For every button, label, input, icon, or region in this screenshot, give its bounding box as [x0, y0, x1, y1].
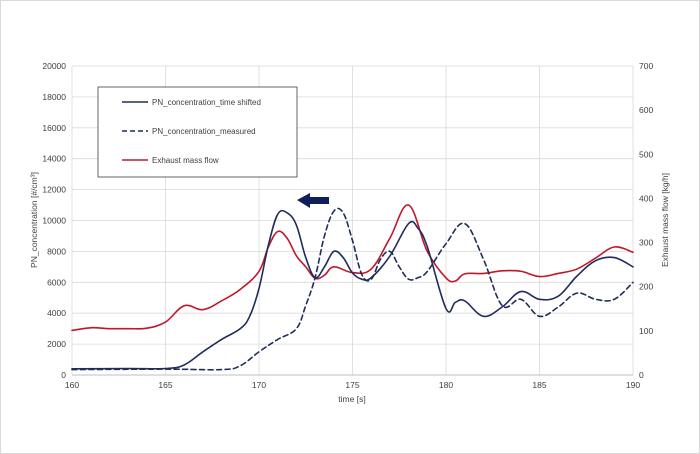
- y-tick-label: 18000: [42, 92, 66, 102]
- y2-tick-label: 500: [639, 149, 653, 159]
- series-line-pn-concentration-measured: [71, 207, 634, 371]
- y-tick-label: 4000: [47, 308, 66, 318]
- legend: PN_concentration_time shifted PN_concent…: [97, 86, 298, 178]
- y2-axis-title: Exhaust mass flow [kg/h]: [660, 173, 670, 267]
- series-line-exhaust-mass-flow: [71, 204, 634, 332]
- y-tick-label: 10000: [42, 216, 66, 226]
- y-tick-label: 6000: [47, 277, 66, 287]
- x-tick-label: 165: [158, 380, 172, 390]
- x-axis-title: time [s]: [338, 394, 365, 404]
- y-tick-label: 20000: [42, 61, 66, 71]
- legend-label-time-shifted: PN_concentration_time shifted: [152, 98, 261, 107]
- legend-label-exhaust: Exhaust mass flow: [152, 156, 219, 165]
- y2-tick-label: 300: [639, 238, 653, 248]
- y-tick-label: 8000: [47, 246, 66, 256]
- y2-tick-label: 400: [639, 193, 653, 203]
- legend-label-measured: PN_concentration_measured: [152, 127, 256, 136]
- y2-tick-label: 0: [639, 370, 644, 380]
- y-axis-right: 0 100 200 300 400 500 600 700: [639, 61, 653, 380]
- y-axis-left: 0 2000 4000 6000 8000 10000 12000 14000 16000 180…: [42, 61, 66, 380]
- x-tick-label: 180: [439, 380, 453, 390]
- x-tick-label: 190: [626, 380, 640, 390]
- x-tick-label: 160: [65, 380, 79, 390]
- x-tick-label: 185: [532, 380, 546, 390]
- y-tick-label: 16000: [42, 123, 66, 133]
- y2-tick-label: 200: [639, 282, 653, 292]
- series-layer: [71, 204, 634, 371]
- y2-tick-label: 600: [639, 105, 653, 115]
- y-tick-label: 2000: [47, 339, 66, 349]
- x-tick-label: 175: [345, 380, 359, 390]
- y-tick-label: 14000: [42, 154, 66, 164]
- y-axis-title: PN_concentration [#/cm³]: [29, 172, 39, 268]
- x-axis: 160 165 170 175 180 185 190: [65, 380, 640, 390]
- time-shift-arrow-icon: [297, 193, 329, 208]
- series-line-pn-concentration-time-shifted: [71, 209, 634, 370]
- y2-tick-label: 100: [639, 326, 653, 336]
- y-tick-label: 12000: [42, 185, 66, 195]
- y-tick-label: 0: [61, 370, 66, 380]
- x-tick-label: 170: [252, 380, 266, 390]
- y2-tick-label: 700: [639, 61, 653, 71]
